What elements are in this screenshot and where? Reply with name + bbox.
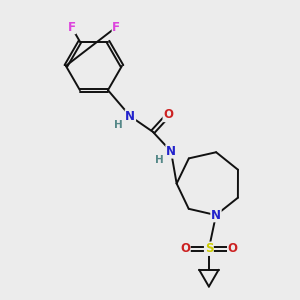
Text: S: S <box>205 242 213 255</box>
Text: N: N <box>166 145 176 158</box>
Text: H: H <box>155 155 164 165</box>
Text: F: F <box>112 20 120 34</box>
Text: N: N <box>125 110 135 123</box>
Text: O: O <box>180 242 190 255</box>
Text: N: N <box>211 208 221 222</box>
Text: O: O <box>163 109 173 122</box>
Text: H: H <box>114 120 123 130</box>
Text: O: O <box>228 242 238 255</box>
Text: F: F <box>68 20 76 34</box>
